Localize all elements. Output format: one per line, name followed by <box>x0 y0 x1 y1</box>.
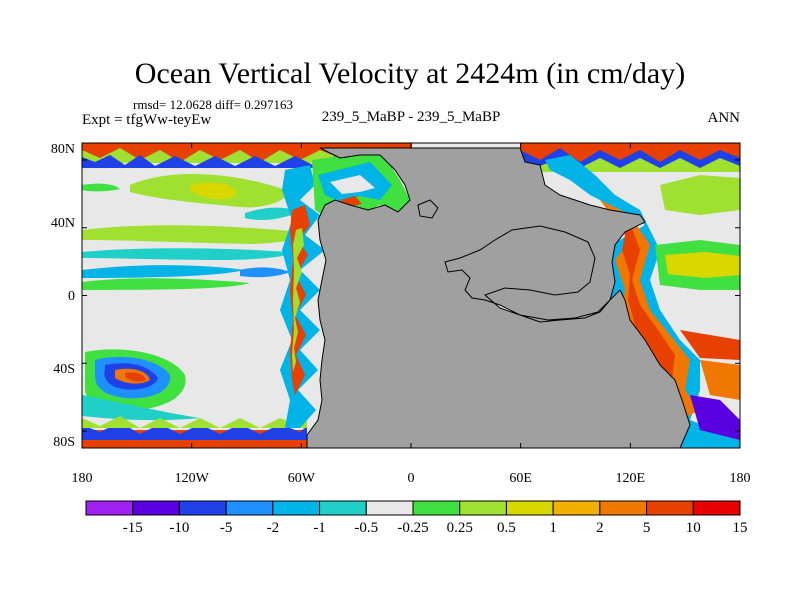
axis-ticks <box>81 143 741 448</box>
stats-line: rmsd= 12.0628 diff= 0.297163 <box>133 97 293 112</box>
colorbar-swatch <box>225 500 274 516</box>
colorbar-label: -5 <box>220 520 233 536</box>
colorbar-swatch <box>85 500 134 516</box>
colorbar-swatch <box>412 500 461 516</box>
colorbar-label: 0.25 <box>447 520 473 536</box>
x-tick-label: 60E <box>509 471 532 486</box>
x-tick-label: 0 <box>408 471 415 486</box>
colorbar-swatch <box>132 500 180 516</box>
x-tick-label: 180 <box>730 471 751 486</box>
experiment-label: Expt = tfgWw-teyEw <box>82 112 211 128</box>
x-tick-label: 120W <box>175 471 210 486</box>
x-tick-label: 60W <box>288 471 316 486</box>
colorbar-swatch <box>646 500 694 516</box>
colorbar-label: -0.5 <box>354 520 378 536</box>
colorbar-swatch <box>552 500 601 516</box>
x-tick-label: 120E <box>616 471 646 486</box>
colorbar-swatch <box>459 500 507 516</box>
colorbar-label: 10 <box>686 520 701 536</box>
land-island-north <box>417 199 439 219</box>
colorbar <box>85 500 741 516</box>
x-axis-labels: 180 120W 60W 0 60E 120E 180 <box>72 471 751 486</box>
land <box>306 147 691 448</box>
y-tick-label: 80N <box>51 142 75 157</box>
colorbar-label: -2 <box>267 520 280 536</box>
colorbar-swatch <box>505 500 554 516</box>
y-tick-label: 40N <box>51 216 75 231</box>
colorbar-swatch <box>272 500 321 516</box>
colorbar-swatch <box>178 500 227 516</box>
y-tick-label: 80S <box>53 435 75 450</box>
colorbar-label: 5 <box>643 520 651 536</box>
colorbar-swatch <box>599 500 648 516</box>
season-label: ANN <box>708 110 741 126</box>
colorbar-label: 2 <box>596 520 604 536</box>
chart-title: Ocean Vertical Velocity at 2424m (in cm/… <box>135 57 685 90</box>
y-axis-labels: 80N 40N 0 40S 80S <box>51 142 75 450</box>
map-plot <box>81 142 741 449</box>
land-main-continent <box>306 147 691 448</box>
colorbar-label: 15 <box>733 520 748 536</box>
colorbar-label: 1 <box>549 520 557 536</box>
colorbar-swatch <box>692 500 741 516</box>
colorbar-label: -0.25 <box>397 520 428 536</box>
field-east-pacific <box>660 175 740 215</box>
colorbar-label: -1 <box>313 520 326 536</box>
chart-subtitle: 239_5_MaBP - 239_5_MaBP <box>322 109 501 125</box>
colorbar-label: -15 <box>123 520 143 536</box>
x-tick-label: 180 <box>72 471 93 486</box>
colorbar-label: 0.5 <box>497 520 516 536</box>
y-tick-label: 40S <box>53 362 75 377</box>
colorbar-swatch <box>365 500 414 516</box>
colorbar-labels: -15 -10 -5 -2 -1 -0.5 -0.25 0.25 0.5 1 2 5 10 15 <box>123 520 748 536</box>
y-tick-label: 0 <box>68 289 75 304</box>
colorbar-swatch <box>319 500 367 516</box>
colorbar-label: -10 <box>169 520 189 536</box>
